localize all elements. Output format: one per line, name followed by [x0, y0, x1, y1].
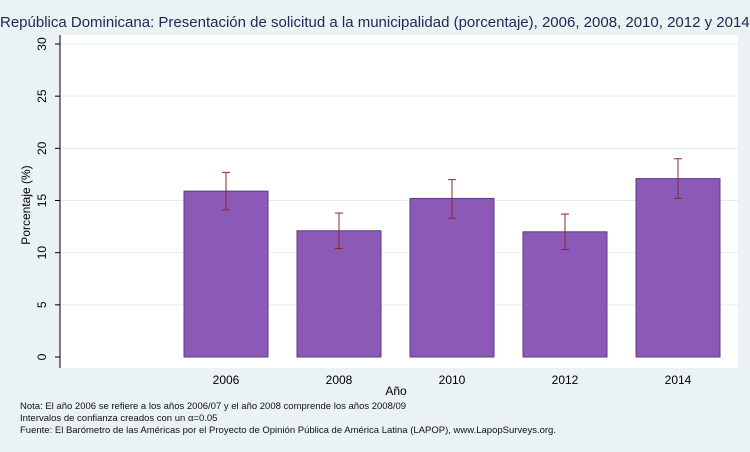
- x-tick-label: 2006: [213, 373, 240, 387]
- footnote-confidence: Intervalos de confianza creados con un α…: [20, 413, 218, 424]
- bar-2012: [522, 231, 608, 358]
- x-axis-title: Año: [385, 384, 407, 398]
- x-tick-label: 2012: [552, 373, 579, 387]
- x-tick-label: 2008: [326, 373, 353, 387]
- y-tick-label: 25: [35, 89, 49, 103]
- y-tick-label: 30: [35, 37, 49, 51]
- footnotes: Nota: El año 2006 se refiere a los años …: [20, 401, 556, 437]
- y-tick-label: 5: [35, 301, 49, 308]
- x-tick-label: 2010: [439, 373, 466, 387]
- y-tick-label: 0: [35, 353, 49, 360]
- plot-area: [60, 35, 738, 368]
- y-tick-label: 20: [35, 141, 49, 155]
- y-tick-label: 15: [35, 194, 49, 208]
- chart-title: República Dominicana: Presentación de so…: [0, 14, 750, 31]
- x-tick-label: 2014: [665, 373, 692, 387]
- bar-2010: [409, 197, 495, 358]
- y-tick-label: 10: [35, 246, 49, 260]
- bar-2014: [635, 178, 721, 358]
- y-axis-title: Porcentaje (%): [19, 165, 33, 244]
- bar-2008: [296, 230, 382, 358]
- footnote-source: Fuente: El Barómetro de las Américas por…: [20, 425, 556, 436]
- bar-2006: [183, 190, 269, 358]
- footnote-year-note: Nota: El año 2006 se refiere a los años …: [20, 401, 407, 412]
